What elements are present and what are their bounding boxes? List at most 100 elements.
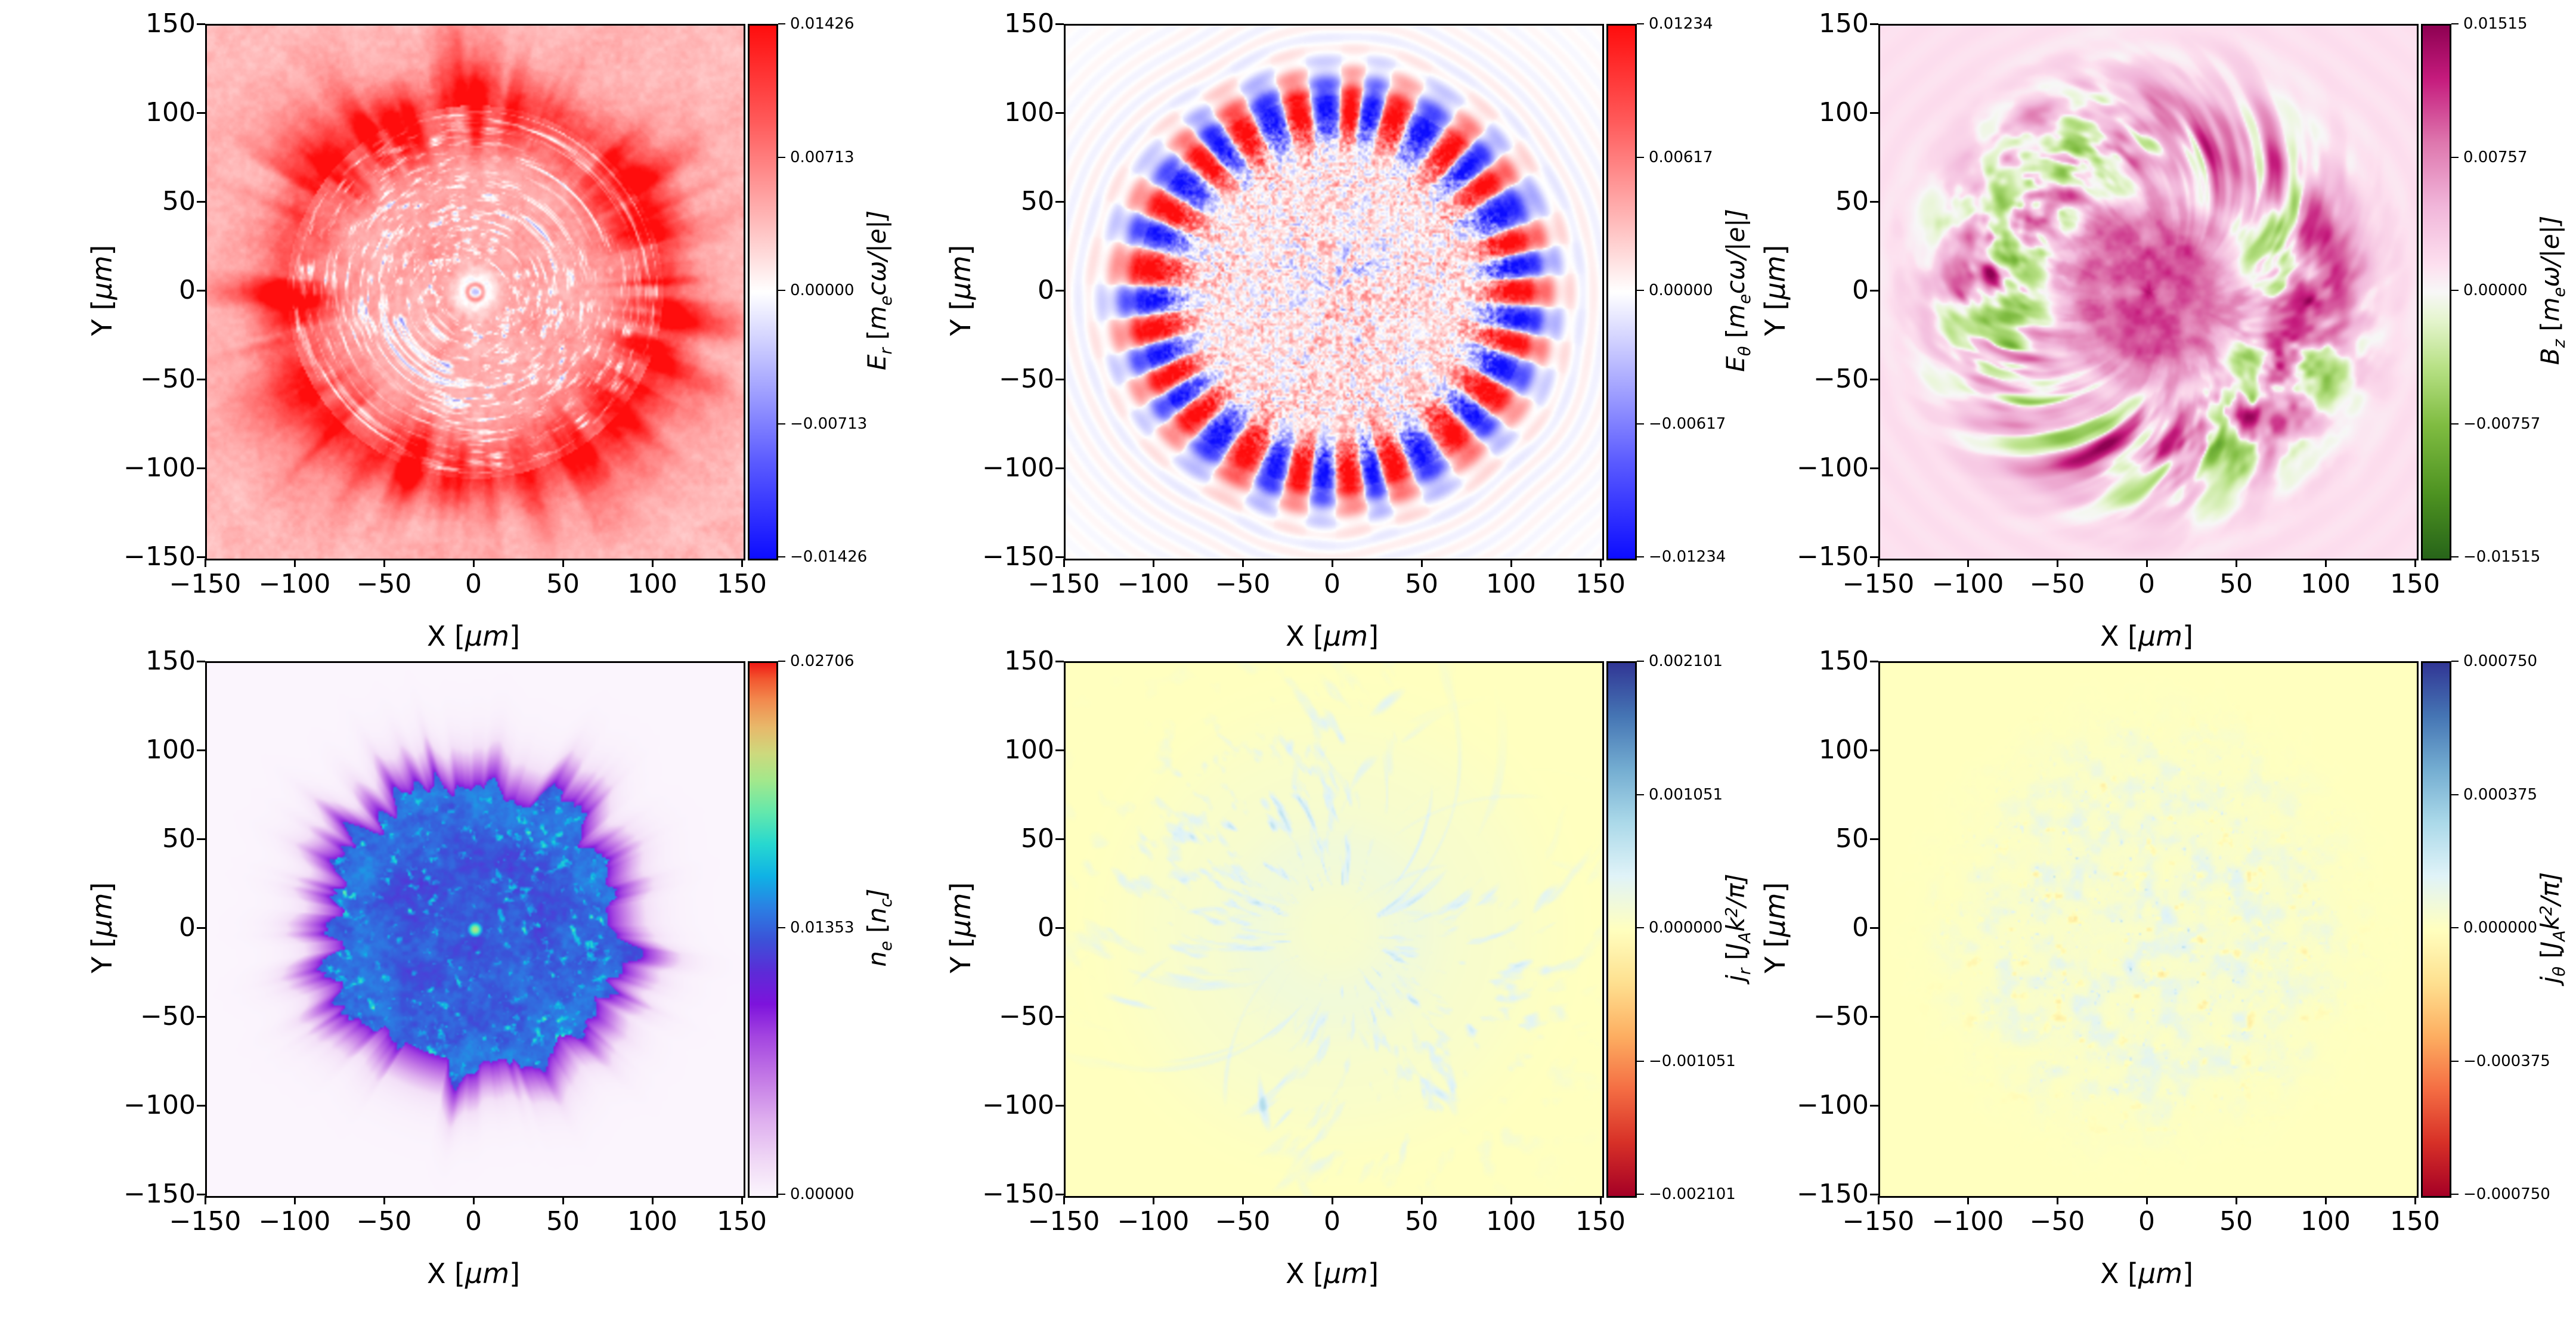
y-tick-label: −50 (1813, 1001, 1869, 1031)
field-canvas (1066, 26, 1602, 559)
y-tick-mark (197, 556, 205, 558)
x-tick-mark (741, 559, 743, 567)
colorbar-tick-mark (2451, 661, 2459, 662)
y-tick-label: −150 (982, 541, 1054, 572)
y-tick-label: 150 (1819, 8, 1869, 39)
x-tick-mark (2236, 559, 2237, 567)
y-tick-label: −100 (123, 453, 196, 483)
x-tick-mark (2325, 559, 2327, 567)
y-tick-label: −150 (1797, 541, 1869, 572)
y-tick-mark (1870, 661, 1878, 662)
x-tick-label: 50 (1405, 569, 1438, 599)
x-axis-label: X [μm] (1285, 620, 1379, 652)
y-tick-mark (1055, 379, 1064, 380)
y-tick-label: −100 (1797, 453, 1869, 483)
colorbar-tick-mark (1637, 794, 1644, 795)
y-tick-mark (1870, 1016, 1878, 1018)
y-tick-mark (1055, 661, 1064, 662)
x-tick-label: −150 (1842, 569, 1915, 599)
x-tick-mark (1600, 1196, 1602, 1204)
y-tick-mark (1870, 290, 1878, 292)
panel-bz: Y [μm] X [μm] Bz [meω/|e|] −150 −100 −50 0 5… (1717, 6, 2576, 686)
field-canvas (1880, 663, 2417, 1196)
y-tick-label: −150 (982, 1179, 1054, 1209)
y-tick-label: −100 (1797, 1090, 1869, 1120)
colorbar-tick-label: 0.00617 (1649, 148, 1713, 166)
y-tick-label: 100 (145, 97, 196, 128)
x-tick-label: −100 (258, 569, 331, 599)
y-tick-label: −100 (123, 1090, 196, 1120)
x-tick-mark (562, 1196, 564, 1204)
x-tick-label: 150 (2390, 569, 2440, 599)
colorbar-tick-mark (1637, 661, 1644, 662)
colorbar-tick-mark (2451, 927, 2459, 928)
x-tick-mark (1063, 1196, 1065, 1204)
x-tick-mark (1421, 559, 1423, 567)
x-tick-mark (1878, 559, 1880, 567)
colorbar-label: Bz [meω/|e|] (2535, 215, 2569, 365)
x-tick-mark (1878, 1196, 1880, 1204)
field-canvas (1880, 26, 2417, 559)
y-tick-label: 100 (1004, 97, 1054, 128)
x-tick-label: −50 (2029, 569, 2085, 599)
x-tick-mark (1242, 559, 1244, 567)
y-tick-label: −150 (123, 541, 196, 572)
y-tick-mark (197, 112, 205, 114)
colorbar-tick-mark (778, 556, 785, 557)
x-tick-mark (1063, 559, 1065, 567)
y-tick-label: −50 (999, 364, 1054, 394)
y-tick-label: −100 (982, 1090, 1054, 1120)
y-tick-label: −150 (123, 1179, 196, 1209)
colorbar-label: Er [mecω/|e|] (862, 210, 896, 371)
x-tick-label: −100 (1117, 569, 1190, 599)
x-tick-mark (1967, 1196, 1969, 1204)
colorbar-tick-mark (1637, 23, 1644, 24)
x-tick-mark (1332, 559, 1333, 567)
colorbar (1606, 24, 1637, 560)
x-tick-mark (562, 559, 564, 567)
colorbar-tick-mark (2451, 23, 2459, 24)
x-tick-mark (2414, 1196, 2416, 1204)
x-tick-label: 100 (2301, 1206, 2351, 1237)
y-tick-label: 50 (162, 186, 196, 216)
y-tick-mark (1870, 467, 1878, 469)
colorbar-tick-label: −0.00617 (1649, 414, 1726, 433)
y-tick-label: −150 (1797, 1179, 1869, 1209)
x-tick-label: 0 (1324, 569, 1340, 599)
x-tick-mark (473, 559, 475, 567)
x-tick-mark (1600, 559, 1602, 567)
y-tick-mark (1870, 749, 1878, 751)
colorbar-tick-label: 0.001051 (1649, 785, 1723, 804)
x-tick-mark (1332, 1196, 1333, 1204)
x-axis-label: X [μm] (1285, 1257, 1379, 1290)
colorbar-tick-label: −0.01515 (2463, 548, 2541, 566)
y-tick-mark (197, 749, 205, 751)
y-tick-label: 0 (179, 912, 196, 943)
x-tick-mark (1153, 559, 1154, 567)
y-tick-mark (1870, 201, 1878, 203)
y-tick-mark (197, 290, 205, 292)
colorbar-tick-mark (1637, 1060, 1644, 1062)
x-tick-label: 0 (2138, 1206, 2155, 1237)
y-tick-mark (197, 467, 205, 469)
colorbar (2421, 661, 2451, 1198)
colorbar-tick-label: 0.000750 (2463, 652, 2538, 670)
y-tick-label: 50 (1021, 823, 1054, 854)
y-tick-mark (1870, 112, 1878, 114)
x-tick-mark (1421, 1196, 1423, 1204)
y-tick-label: 0 (1038, 275, 1054, 305)
x-tick-mark (205, 1196, 206, 1204)
colorbar (1606, 661, 1637, 1198)
x-tick-label: 150 (717, 569, 767, 599)
colorbar-tick-label: 0.00000 (790, 1185, 854, 1203)
colorbar-tick-label: 0.02706 (790, 652, 854, 670)
colorbar-tick-mark (778, 423, 785, 425)
x-tick-mark (2057, 559, 2058, 567)
x-tick-label: 50 (546, 1206, 580, 1237)
y-tick-mark (197, 1105, 205, 1107)
colorbar-tick-label: 0.01234 (1649, 15, 1713, 33)
x-tick-label: 100 (627, 1206, 677, 1237)
y-tick-label: −50 (140, 364, 196, 394)
y-tick-mark (1055, 1105, 1064, 1107)
